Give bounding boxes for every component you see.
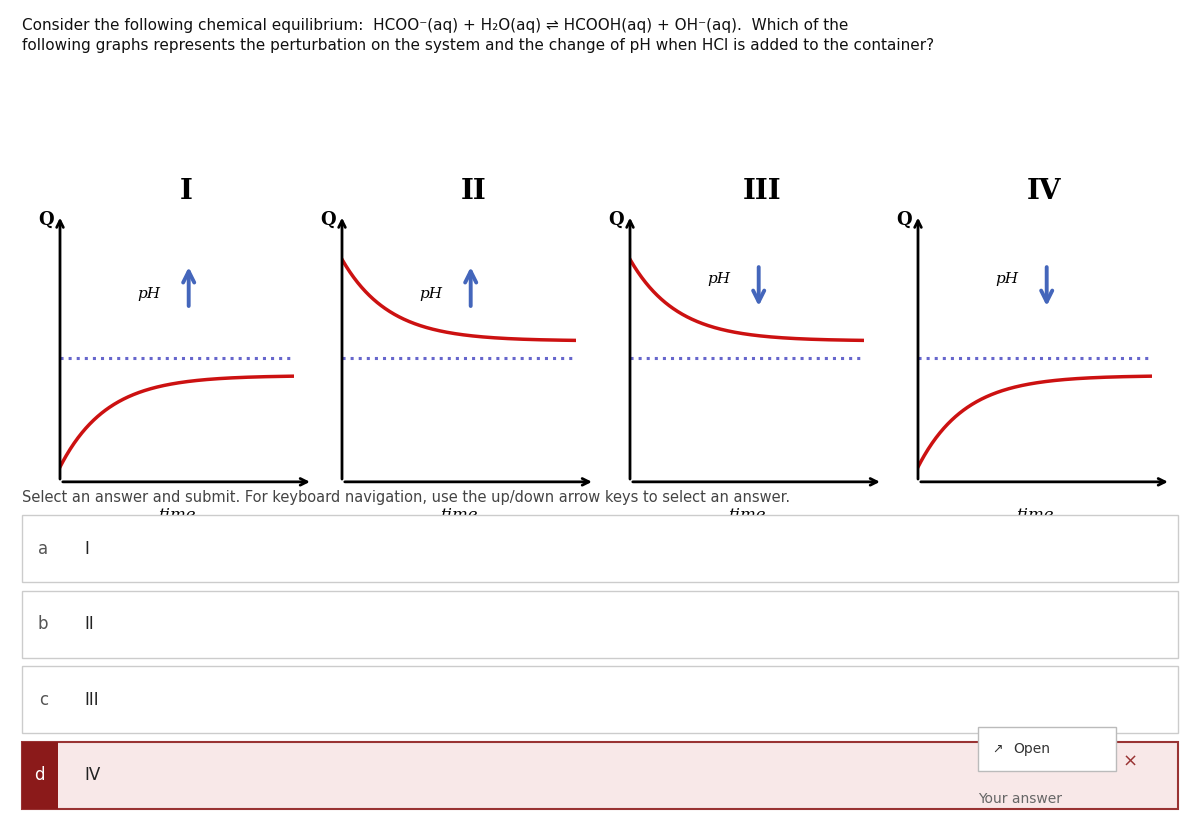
Text: time: time (728, 506, 766, 524)
Text: pH: pH (420, 287, 443, 301)
Text: Q: Q (608, 211, 624, 229)
Text: II: II (84, 615, 94, 634)
Text: II: II (461, 178, 487, 205)
Text: d: d (35, 766, 44, 784)
Text: ×: × (1123, 753, 1138, 771)
Text: a: a (38, 540, 48, 558)
Text: pH: pH (708, 272, 731, 286)
Text: time: time (440, 506, 478, 524)
Text: I: I (84, 540, 89, 558)
Text: Q: Q (896, 211, 912, 229)
Text: III: III (743, 178, 781, 205)
Text: b: b (38, 615, 48, 634)
Text: IV: IV (84, 766, 101, 784)
Text: Select an answer and submit. For keyboard navigation, use the up/down arrow keys: Select an answer and submit. For keyboar… (22, 490, 790, 505)
Text: c: c (38, 691, 48, 709)
Text: pH: pH (138, 287, 161, 301)
Text: Consider the following chemical equilibrium:  HCOO⁻(aq) + H₂O(aq) ⇌ HCOOH(aq) + : Consider the following chemical equilibr… (22, 18, 848, 34)
Text: time: time (158, 506, 196, 524)
Text: ↗: ↗ (992, 742, 1003, 756)
Text: III: III (84, 691, 98, 709)
Text: IV: IV (1027, 178, 1061, 205)
Text: pH: pH (996, 272, 1019, 286)
Text: following graphs represents the perturbation on the system and the change of pH : following graphs represents the perturba… (22, 38, 934, 53)
Text: Your answer: Your answer (978, 792, 1062, 806)
Text: Q: Q (320, 211, 336, 229)
Text: I: I (180, 178, 192, 205)
Text: Q: Q (38, 211, 54, 229)
Text: Open: Open (1013, 742, 1050, 756)
Text: time: time (1016, 506, 1054, 524)
